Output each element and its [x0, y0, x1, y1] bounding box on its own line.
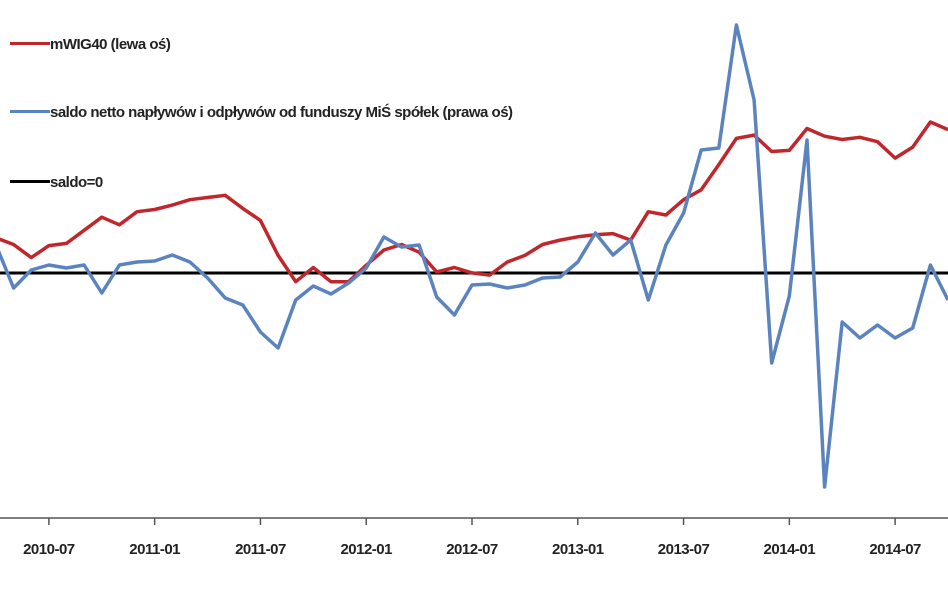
series-line [0, 120, 948, 284]
x-tick-label: 2012-01 [340, 541, 392, 558]
x-tick-label: 2014-07 [869, 541, 921, 558]
x-tick-label: 2011-01 [129, 541, 180, 558]
x-tick-label: 2012-07 [446, 541, 498, 558]
legend-entry: saldo=0 [10, 172, 103, 194]
legend-swatch [10, 110, 50, 113]
x-tick-label: 2014-01 [764, 541, 816, 558]
x-tick-label: 2013-07 [658, 541, 710, 558]
legend-entry: saldo netto napływów i odpływów od fundu… [10, 102, 513, 124]
legend-swatch [10, 180, 50, 183]
legend-label: saldo netto napływów i odpływów od fundu… [50, 104, 513, 121]
x-tick-label: 2010-07 [23, 541, 75, 558]
legend-label: mWIG40 (lewa oś) [50, 36, 171, 53]
legend-swatch [10, 42, 50, 45]
x-tick-label: 2013-01 [552, 541, 604, 558]
legend-label: saldo=0 [50, 174, 103, 191]
series-line [0, 23, 948, 489]
x-tick-label: 2011-07 [235, 541, 286, 558]
legend-entry: mWIG40 (lewa oś) [10, 34, 171, 56]
